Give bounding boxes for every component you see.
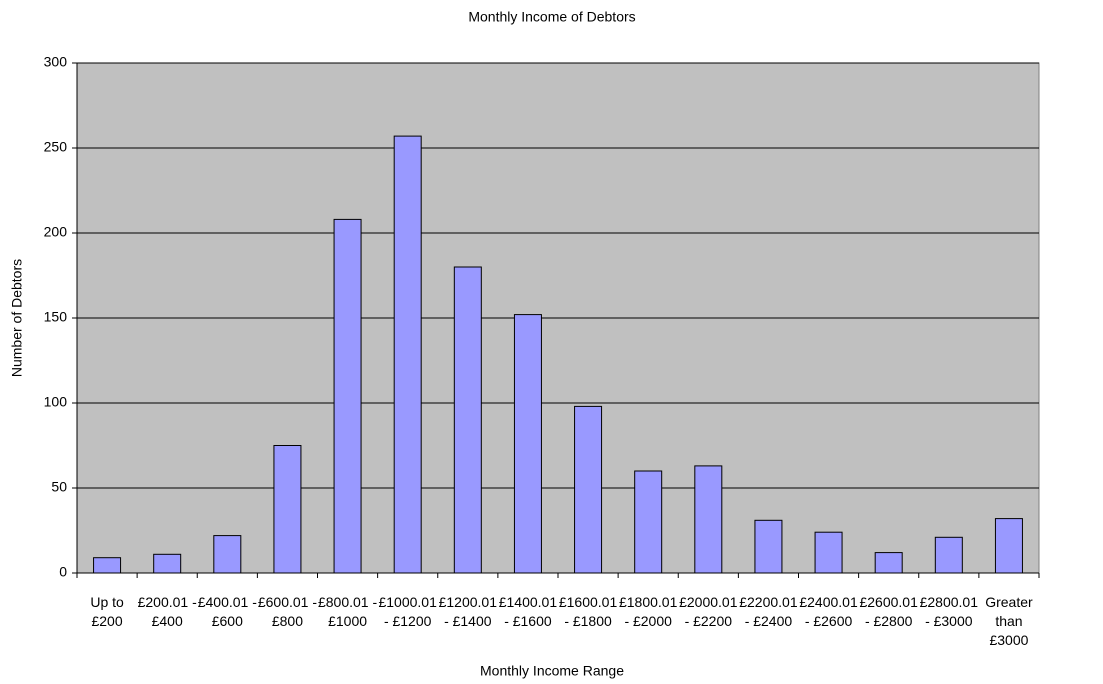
x-tick-label: £800.01 - £1000	[317, 594, 378, 629]
y-tick-label: 300	[44, 54, 68, 70]
y-axis-label: Number of Debtors	[9, 259, 25, 377]
x-tick-label: £600.01 - £800	[257, 594, 318, 629]
bar	[814, 531, 843, 574]
y-tick-label: 0	[59, 564, 67, 580]
bar	[874, 552, 903, 574]
x-tick-label: £1800.01 - £2000	[618, 594, 678, 629]
bar	[93, 557, 122, 574]
y-tick-label: 100	[44, 394, 68, 410]
bar	[934, 536, 963, 574]
bar	[754, 519, 783, 574]
x-tick-label: £2000.01 - £2200	[679, 594, 738, 629]
x-tick-label: £2400.01 - £2600	[799, 594, 858, 629]
bar	[453, 266, 482, 574]
y-tick-label: 50	[51, 479, 67, 495]
chart-title: Monthly Income of Debtors	[468, 9, 635, 25]
y-tick-label: 150	[44, 309, 68, 325]
bar	[634, 470, 663, 574]
x-axis-label: Monthly Income Range	[480, 663, 624, 679]
x-tick-label: £2800.01 - £3000	[919, 594, 979, 629]
bar	[994, 518, 1023, 574]
x-tick-label: £1000.01 - £1200	[378, 594, 437, 629]
bar	[153, 553, 182, 574]
bar	[333, 218, 362, 574]
y-tick-label: 200	[44, 224, 68, 240]
x-tick-label: £1600.01 - £1800	[558, 594, 618, 629]
x-tick-label: £2200.01 - £2400	[739, 594, 798, 629]
x-tick-label: £400.01 - £600	[197, 594, 257, 629]
y-tick-label: 250	[44, 139, 68, 155]
x-tick-label: £2600.01 - £2800	[859, 594, 918, 629]
bar	[574, 405, 603, 574]
bar	[513, 314, 542, 574]
bar	[273, 445, 302, 574]
x-tick-label: £1200.01 - £1400	[438, 594, 498, 629]
x-tick-label: £1400.01 - £1600	[498, 594, 558, 629]
x-tick-label: £200.01 - £400	[137, 594, 197, 629]
bar	[213, 535, 242, 574]
x-tick-label: Greater than £3000	[985, 594, 1033, 648]
x-tick-label: Up to £200	[90, 594, 124, 629]
bar	[393, 135, 422, 574]
bar	[694, 465, 723, 574]
